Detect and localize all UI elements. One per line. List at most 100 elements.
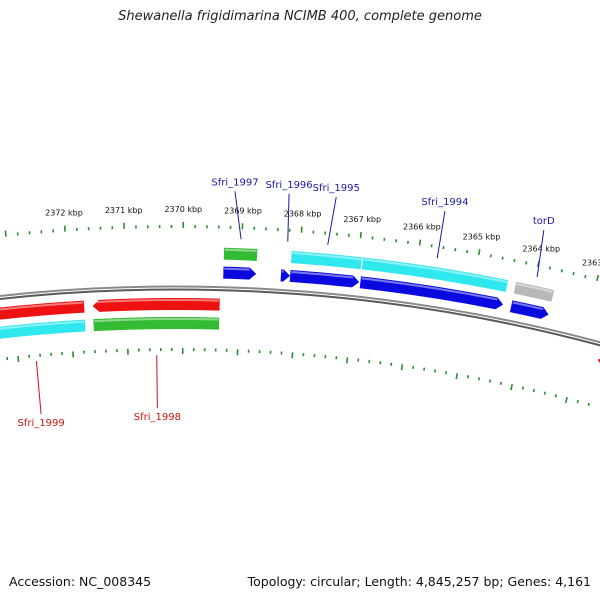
gene-label-line-sfri-1995 [327, 196, 337, 245]
cds-sfri-1999-highlight [0, 301, 84, 311]
cog-sfri-1997-highlight [224, 248, 257, 252]
outer-tick [572, 271, 575, 276]
cds-sfri-1997 [223, 266, 257, 280]
cds-sfri-1994-highlight [361, 277, 498, 301]
cog-sfri-1998-highlight [94, 318, 219, 323]
cog-sfri-1995 [291, 250, 362, 270]
inner-tick [587, 402, 590, 407]
gene-labels: Sfri_1997 Sfri_1996 Sfri_1995 Sfri_1994 torD… [17, 177, 555, 429]
inner-tick [488, 379, 492, 383]
inner-tick [510, 384, 514, 391]
genome-backbone [0, 285, 600, 347]
inner-tick [532, 388, 535, 393]
cds-sfri-1994 [359, 276, 504, 310]
cog-sfri-1998-body [93, 317, 220, 332]
ruler-label: 2369 kbp [224, 206, 262, 215]
cds-sfri-1997-body [223, 266, 257, 280]
outer-tick [584, 274, 587, 279]
cds-sfri-1995-highlight [291, 271, 354, 279]
cds-sfri-1998-body [92, 297, 220, 312]
cds-sfri-1995 [289, 269, 360, 288]
cog-sfri-1997-body [223, 247, 258, 261]
cog-sfri-1995-highlight [292, 252, 362, 261]
cog-sfri-1997 [223, 247, 258, 261]
outer-tick [513, 258, 516, 263]
cds-sfri-1998 [92, 297, 220, 312]
cog-sfri-1999 [0, 319, 86, 339]
outer-tick [560, 269, 563, 273]
inner-tick [499, 381, 503, 385]
outer-tick [596, 274, 600, 282]
backbone-outer-line [0, 285, 600, 344]
cds-tord-body [509, 300, 549, 319]
inner-tick [543, 391, 546, 395]
cog-sfri-1999-body [0, 319, 86, 339]
inner-tick [346, 357, 349, 364]
backbone-inner-line [0, 288, 600, 347]
gene-label-tord: torD [533, 216, 555, 227]
cds-track [0, 266, 600, 364]
cds-tord-highlight [512, 301, 544, 311]
cds-gene-7-body [597, 358, 600, 364]
ruler-label: 2365 kbp [463, 232, 501, 241]
gene-label-line-sfri-1999 [35, 361, 42, 415]
outer-tick-ring [4, 222, 600, 282]
cds-sfri-1994-body [359, 276, 504, 310]
inner-tick [400, 364, 404, 371]
outer-tick [466, 249, 469, 254]
ruler-label: 2372 kbp [45, 209, 83, 218]
ruler-label: 2366 kbp [403, 223, 441, 232]
outer-tick [501, 256, 504, 260]
map-title: Shewanella frigidimarina NCIMB 400, comp… [118, 9, 482, 24]
ruler-label: 2371 kbp [105, 206, 143, 215]
inner-tick-ring [6, 348, 590, 407]
cog-sfri-1994-body [361, 257, 509, 292]
outer-tick [418, 239, 422, 246]
gene-label-sfri-1999: Sfri_1999 [17, 418, 64, 429]
inner-tick [455, 373, 459, 380]
cds-sfri-1997-highlight [224, 267, 250, 271]
cds-tord [509, 300, 549, 319]
gene-label-line-sfri-1994 [436, 210, 446, 259]
cog-track [0, 247, 555, 339]
cds-sfri-1996-body [280, 269, 291, 282]
ruler-label: 2370 kbp [164, 205, 202, 214]
cog-tord [513, 281, 555, 302]
cds-sfri-1996 [280, 269, 291, 282]
gene-label-sfri-1994: Sfri_1994 [421, 197, 468, 208]
gene-label-line-tord [536, 230, 545, 278]
outer-tick [489, 254, 492, 258]
gene-label-sfri-1996: Sfri_1996 [265, 180, 312, 191]
cog-sfri-1999-highlight [0, 320, 85, 330]
gene-label-sfri-1997: Sfri_1997 [211, 177, 258, 188]
inner-tick [576, 399, 579, 404]
cog-sfri-1995-body [291, 250, 362, 270]
outer-tick [548, 266, 552, 270]
gene-label-line-sfri-1998 [156, 355, 158, 409]
ruler-label: 2363 kbp [582, 258, 600, 267]
outer-tick [359, 231, 362, 239]
accession-label: Accession: NC_008345 [9, 574, 152, 589]
ruler-label: 2368 kbp [284, 210, 322, 219]
cds-sfri-1995-body [289, 269, 360, 288]
genome-stats-label: Topology: circular; Length: 4,845,257 bp… [247, 574, 591, 589]
inner-tick [17, 355, 20, 362]
inner-tick [521, 386, 524, 390]
cds-sfri-1999 [0, 300, 85, 320]
cog-sfri-1994 [361, 257, 509, 292]
cog-tord-body [513, 281, 555, 302]
outer-tick [525, 261, 528, 265]
cog-sfri-1994-highlight [363, 258, 507, 283]
inner-tick [466, 375, 470, 379]
cds-sfri-1999-body [0, 300, 85, 320]
inner-tick [564, 396, 568, 404]
outer-tick [477, 249, 481, 256]
gene-label-sfri-1998: Sfri_1998 [134, 412, 181, 423]
gene-label-line-sfri-1997 [234, 191, 242, 240]
cds-sfri-1998-highlight [93, 299, 219, 304]
inner-tick [445, 371, 448, 375]
cog-tord-highlight [516, 282, 554, 293]
ruler-label: 2367 kbp [343, 215, 381, 224]
cog-sfri-1998 [93, 317, 220, 332]
